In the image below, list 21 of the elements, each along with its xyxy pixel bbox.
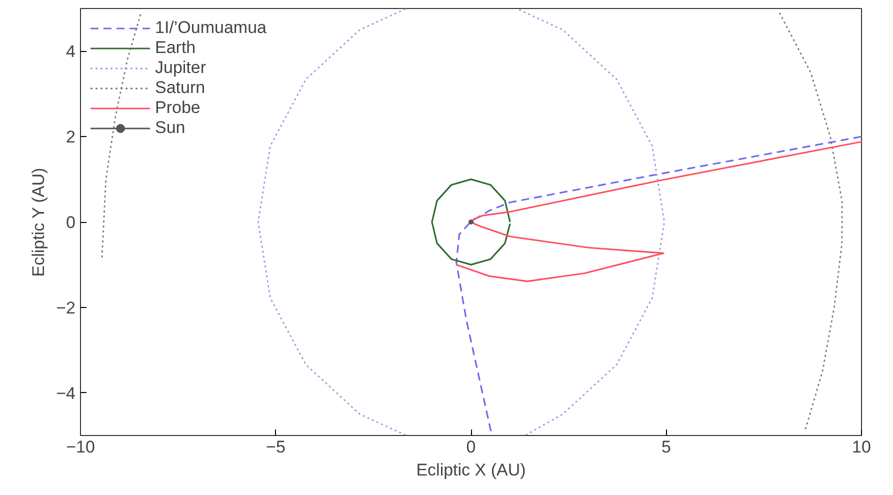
- legend-label: Jupiter: [155, 58, 206, 78]
- x-axis-title: Ecliptic X (AU): [416, 460, 526, 480]
- line-series: [431, 178, 511, 266]
- legend-label: Saturn: [155, 78, 206, 98]
- x-tick-label: 10: [852, 438, 871, 456]
- line-series: [456, 136, 862, 432]
- x-tick-label: −10: [66, 438, 95, 456]
- y-axis-title: Ecliptic Y (AU): [29, 168, 48, 277]
- y-tick-label: −2: [56, 298, 76, 318]
- x-tick-label: 0: [466, 438, 476, 456]
- legend-label: Sun: [155, 118, 186, 138]
- legend-label: Probe: [155, 98, 200, 118]
- x-tick-label: 5: [662, 438, 671, 456]
- y-tick-label: 0: [66, 213, 76, 232]
- x-tick-label: −5: [266, 438, 286, 456]
- y-tick-label: 4: [66, 42, 76, 62]
- legend-label: 1I/’Oumuamua: [155, 18, 266, 38]
- line-series: [456, 140, 862, 282]
- legend-label: Earth: [155, 38, 196, 58]
- y-tick-label: 2: [66, 128, 76, 147]
- y-tick-label: −4: [56, 384, 76, 403]
